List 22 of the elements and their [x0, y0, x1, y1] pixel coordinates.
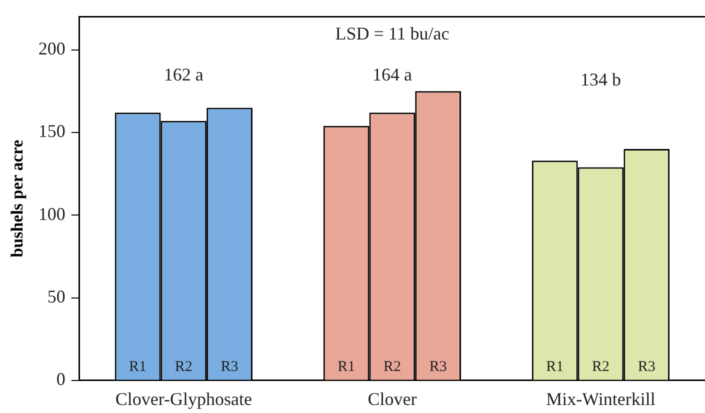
y-tick-label: 50	[47, 286, 66, 306]
x-tick-label: Clover-Glyphosate	[115, 388, 252, 409]
text: R1	[546, 358, 564, 375]
y-tick-label: 100	[38, 204, 66, 224]
annotation: 134 b	[580, 70, 621, 90]
x-tick-label: Mix-Winterkill	[546, 388, 656, 409]
text: R2	[383, 358, 401, 375]
text: R1	[338, 358, 356, 375]
text: R3	[638, 358, 656, 375]
series-label: R3	[220, 358, 238, 375]
y-tick-label: 0	[56, 369, 66, 390]
x-tick-label: Clover	[368, 388, 417, 409]
y-tick-label: 200	[38, 38, 66, 59]
y-axis-title: bushels per acre	[8, 139, 27, 258]
annotation: LSD = 11 bu/ac	[335, 24, 450, 44]
y-tick-label: 150	[38, 121, 66, 142]
annotation: 162 a	[164, 64, 204, 85]
text: R2	[592, 358, 610, 375]
annotation: 164 a	[372, 64, 412, 85]
series-label: R2	[174, 358, 192, 375]
series-label: R1	[129, 358, 147, 375]
text: R3	[429, 358, 447, 375]
